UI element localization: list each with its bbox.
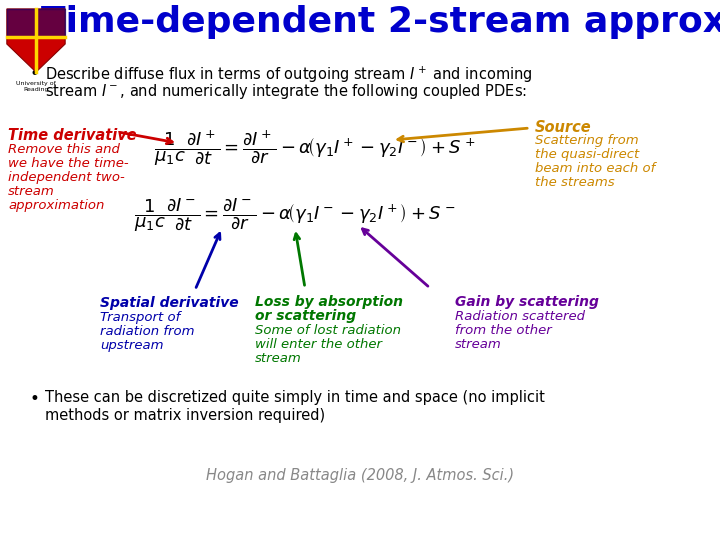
- Text: Transport of: Transport of: [100, 311, 180, 324]
- Text: the quasi-direct: the quasi-direct: [535, 148, 639, 161]
- Text: stream: stream: [8, 185, 55, 198]
- Text: stream: stream: [255, 352, 302, 365]
- Text: Gain by scattering: Gain by scattering: [455, 295, 599, 309]
- Text: Time-dependent 2-stream approx.: Time-dependent 2-stream approx.: [41, 5, 720, 39]
- Text: Remove this and: Remove this and: [8, 143, 120, 156]
- Text: upstream: upstream: [100, 339, 163, 352]
- Text: Loss by absorption: Loss by absorption: [255, 295, 403, 309]
- Text: $\dfrac{1}{\mu_1 c}\dfrac{\partial I^+}{\partial t} = \dfrac{\partial I^+}{\part: $\dfrac{1}{\mu_1 c}\dfrac{\partial I^+}{…: [154, 128, 476, 168]
- Text: $\dfrac{1}{\mu_1 c}\dfrac{\partial I^-}{\partial t} = \dfrac{\partial I^-}{\part: $\dfrac{1}{\mu_1 c}\dfrac{\partial I^-}{…: [135, 196, 456, 234]
- Text: or scattering: or scattering: [255, 309, 356, 323]
- Text: •: •: [30, 65, 40, 83]
- Text: University of
Reading: University of Reading: [16, 81, 56, 92]
- Text: Radiation scattered: Radiation scattered: [455, 310, 585, 323]
- Text: These can be discretized quite simply in time and space (no implicit: These can be discretized quite simply in…: [45, 390, 545, 405]
- Text: Hogan and Battaglia (2008, J. Atmos. Sci.): Hogan and Battaglia (2008, J. Atmos. Sci…: [206, 468, 514, 483]
- Text: beam into each of: beam into each of: [535, 162, 655, 175]
- Text: Describe diffuse flux in terms of outgoing stream $I^+$ and incoming: Describe diffuse flux in terms of outgoi…: [45, 65, 533, 85]
- Text: methods or matrix inversion required): methods or matrix inversion required): [45, 408, 325, 423]
- Text: Scattering from: Scattering from: [535, 134, 639, 147]
- Text: will enter the other: will enter the other: [255, 338, 382, 351]
- Text: •: •: [30, 390, 40, 408]
- Text: independent two-: independent two-: [8, 171, 125, 184]
- Polygon shape: [7, 9, 66, 72]
- Text: we have the time-: we have the time-: [8, 157, 129, 170]
- Text: Source: Source: [535, 120, 592, 135]
- Text: Spatial derivative: Spatial derivative: [100, 296, 238, 310]
- Text: stream: stream: [455, 338, 502, 351]
- Text: radiation from: radiation from: [100, 325, 194, 338]
- Text: Some of lost radiation: Some of lost radiation: [255, 324, 401, 337]
- Text: the streams: the streams: [535, 176, 615, 189]
- Text: approximation: approximation: [8, 199, 104, 212]
- Text: Time derivative: Time derivative: [8, 128, 137, 143]
- Text: from the other: from the other: [455, 324, 552, 337]
- Text: stream $I^-$, and numerically integrate the following coupled PDEs:: stream $I^-$, and numerically integrate …: [45, 82, 527, 101]
